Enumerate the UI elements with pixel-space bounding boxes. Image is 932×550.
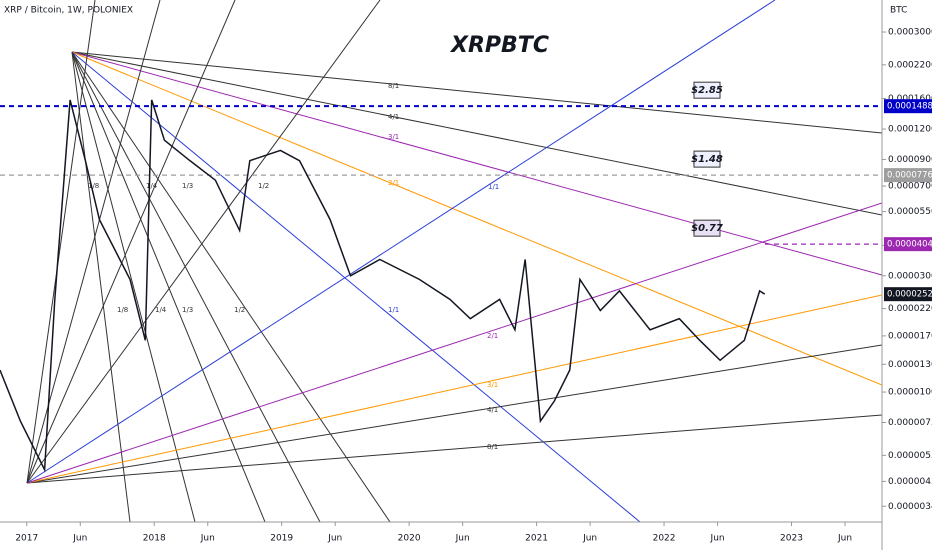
fan-line	[26, 344, 882, 484]
y-axis-label: BTC	[890, 6, 907, 16]
fan-label: 1/4	[146, 182, 158, 190]
price-label: 0.00007764	[887, 171, 932, 181]
y-tick-label: 0.00005500	[888, 207, 932, 217]
price-note-box	[693, 219, 721, 237]
price-note: $0.77	[691, 223, 723, 234]
y-tick-label: 0.00012000	[888, 125, 932, 135]
fan-label: 1/1	[388, 306, 399, 314]
y-tick-label: 0.00030000	[888, 28, 932, 38]
x-tick-label: Jun	[327, 534, 342, 544]
fan-line	[71, 51, 321, 522]
fan-label: 1/4	[155, 306, 167, 314]
fan-label: 1/3	[182, 306, 193, 314]
fan-line	[26, 294, 882, 484]
fan-label: 1/8	[88, 182, 99, 190]
fan-line	[26, 0, 96, 484]
x-tick-label: 2020	[398, 534, 421, 544]
fan-label: 2/1	[487, 332, 498, 340]
fan-line	[71, 51, 391, 522]
price-note-box	[693, 81, 721, 99]
fan-label: 8/1	[487, 443, 498, 451]
y-tick-label: 0.00000750	[888, 418, 932, 428]
fan-line	[26, 202, 882, 484]
fan-label: 1/1	[488, 183, 499, 191]
y-tick-label: 0.00003000	[888, 271, 932, 281]
fan-label: 4/1	[487, 406, 498, 414]
fan-label: 8/1	[388, 82, 399, 90]
x-tick-label: Jun	[455, 534, 470, 544]
x-tick-label: Jun	[582, 534, 597, 544]
gann-fans	[26, 0, 882, 522]
y-tick-label: 0.00001700	[888, 331, 932, 341]
fan-line	[26, 0, 236, 484]
x-tick-label: Jun	[200, 534, 215, 544]
y-tick-label: 0.00009000	[888, 155, 932, 165]
fan-line	[71, 51, 882, 276]
y-tick-label: 0.00001000	[888, 388, 932, 398]
y-tick-label: 0.00002200	[888, 304, 932, 314]
y-tick-label: 0.00000340	[888, 502, 932, 512]
price-note: $1.48	[691, 154, 723, 165]
x-tick-label: 2017	[15, 534, 38, 544]
fan-line	[26, 0, 776, 484]
last-price-label: 0.00002521	[887, 290, 932, 300]
fan-line	[26, 0, 381, 484]
x-tick-label: 2023	[780, 534, 803, 544]
y-tick-label: 0.00016000	[888, 94, 932, 104]
x-tick-label: Jun	[72, 534, 87, 544]
fan-line	[26, 414, 882, 484]
price-line-series	[0, 99, 766, 473]
price-series	[0, 99, 766, 473]
fan-label: 3/1	[487, 381, 498, 389]
fan-label: 1/2	[234, 306, 245, 314]
x-tick-label: Jun	[710, 534, 725, 544]
fan-line	[71, 51, 641, 522]
price-label-box	[884, 99, 932, 114]
fan-line	[71, 51, 882, 216]
price-label: 0.00014889	[887, 102, 932, 112]
price-note: $2.85	[691, 85, 723, 96]
chart-header: XRP / Bitcoin, 1W, POLONIEX	[4, 6, 133, 16]
fan-line	[71, 51, 266, 522]
fan-line	[71, 51, 196, 522]
fan-label: 2/1	[388, 179, 399, 187]
price-label: 0.00004044	[887, 240, 932, 250]
last-price-box	[884, 287, 932, 302]
fan-label: 3/1	[388, 133, 399, 141]
fan-line	[71, 51, 131, 522]
chart-title: XRPBTC	[449, 33, 549, 58]
price-note-box	[693, 150, 721, 168]
y-tick-label: 0.00022000	[888, 60, 932, 70]
price-label-box	[884, 168, 932, 183]
y-tick-label: 0.00000430	[888, 477, 932, 487]
x-tick-label: Jun	[837, 534, 852, 544]
x-tick-label: 2022	[653, 534, 676, 544]
x-tick-label: 2018	[143, 534, 166, 544]
fan-label: 4/1	[388, 113, 399, 121]
x-tick-label: 2019	[270, 534, 293, 544]
x-tick-label: 2021	[525, 534, 548, 544]
fan-label: 1/3	[182, 182, 193, 190]
y-tick-label: 0.00000550	[888, 451, 932, 461]
fan-label: 1/2	[258, 182, 269, 190]
fan-label: 1/8	[117, 306, 128, 314]
y-tick-label: 0.00001300	[888, 360, 932, 370]
y-tick-label: 0.00007000	[888, 182, 932, 192]
price-label-box	[884, 237, 932, 252]
